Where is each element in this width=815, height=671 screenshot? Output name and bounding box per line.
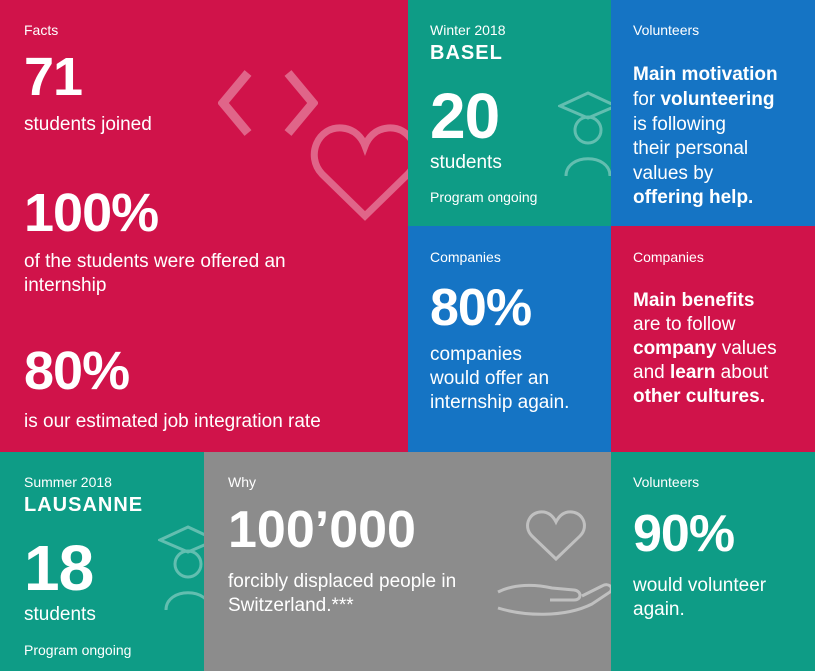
facts-tile: Facts 71 students joined 100% of the stu…	[0, 0, 408, 452]
graduate-icon	[158, 525, 204, 611]
companies-benefits-tile: Companies Main benefits are to follow co…	[611, 226, 815, 452]
internship-offered-text-line2: internship	[24, 275, 107, 296]
volunteers-top-line2-b: volunteering	[660, 89, 775, 110]
students-joined-text: students joined	[24, 114, 152, 135]
basel-tile: Winter 2018 BASEL 20 students Program on…	[408, 0, 611, 226]
companies-red-line3: company values	[633, 336, 777, 361]
companies-blue-label: Companies	[430, 249, 501, 265]
companies-red-line5: other cultures.	[633, 386, 765, 407]
volunteers-motivation-tile: Volunteers Main motivation for volunteer…	[611, 0, 815, 226]
heart-icon	[310, 124, 408, 221]
companies-red-line4-c: about	[715, 362, 769, 383]
basel-status: Program ongoing	[430, 189, 538, 205]
lausanne-unit: students	[24, 604, 96, 625]
graduate-icon	[558, 91, 611, 177]
lausanne-season: Summer 2018	[24, 474, 112, 490]
volunteers-again-tile: Volunteers 90% would volunteer again.	[611, 452, 815, 671]
companies-red-line2: are to follow	[633, 314, 736, 335]
heart-in-hand-icon	[497, 510, 611, 616]
volunteers-top-line1: Main motivation	[633, 64, 778, 85]
volunteers-bottom-line1: would volunteer	[633, 575, 767, 596]
companies-red-label: Companies	[633, 249, 704, 265]
companies-red-line1: Main benefits	[633, 290, 755, 311]
volunteers-bottom-label: Volunteers	[633, 474, 700, 490]
companies-offer-tile: Companies 80% companies would offer an i…	[408, 226, 611, 452]
volunteers-top-line5: values by	[633, 163, 714, 184]
why-line2: Switzerland.***	[228, 595, 354, 616]
internship-offered-value: 100%	[24, 183, 159, 243]
volunteers-top-line6: offering help.	[633, 187, 754, 208]
lausanne-count: 18	[24, 532, 94, 604]
companies-red-line3-b: values	[716, 338, 777, 359]
integration-rate-value: 80%	[24, 341, 130, 401]
lausanne-status: Program ongoing	[24, 642, 132, 658]
basel-count: 20	[430, 80, 500, 152]
why-tile: Why 100’000 forcibly displaced people in…	[204, 452, 611, 671]
companies-red-line4-b: learn	[669, 362, 716, 383]
volunteers-bottom-line2: again.	[633, 599, 685, 620]
facts-label: Facts	[24, 22, 59, 38]
companies-blue-value: 80%	[430, 279, 532, 337]
internship-offered-text-line1: of the students were offered an	[24, 251, 286, 272]
volunteers-top-label: Volunteers	[633, 22, 700, 38]
students-joined-value: 71	[24, 47, 83, 107]
why-value: 100’000	[228, 501, 416, 559]
basel-unit: students	[430, 152, 502, 173]
basel-season: Winter 2018	[430, 22, 506, 38]
basel-city: BASEL	[430, 42, 503, 64]
companies-red-line4: and learn about	[633, 360, 768, 385]
code-brackets-icon	[218, 70, 318, 136]
volunteers-top-line2-a: for	[633, 89, 661, 110]
companies-blue-line1: companies	[430, 344, 522, 365]
why-line1: forcibly displaced people in	[228, 571, 457, 592]
volunteers-bottom-value: 90%	[633, 505, 735, 563]
companies-blue-line3: internship again.	[430, 392, 570, 413]
volunteers-top-line2: for volunteering	[633, 87, 774, 112]
integration-rate-text: is our estimated job integration rate	[24, 411, 321, 432]
why-label: Why	[228, 474, 256, 490]
companies-red-line4-a: and	[633, 362, 670, 383]
lausanne-tile: Summer 2018 LAUSANNE 18 students Program…	[0, 452, 204, 671]
volunteers-top-line4: their personal	[633, 138, 749, 159]
companies-red-line3-a: company	[633, 338, 717, 359]
lausanne-city: LAUSANNE	[24, 494, 144, 516]
companies-blue-line2: would offer an	[430, 368, 550, 389]
volunteers-top-line3: is following	[633, 114, 726, 135]
